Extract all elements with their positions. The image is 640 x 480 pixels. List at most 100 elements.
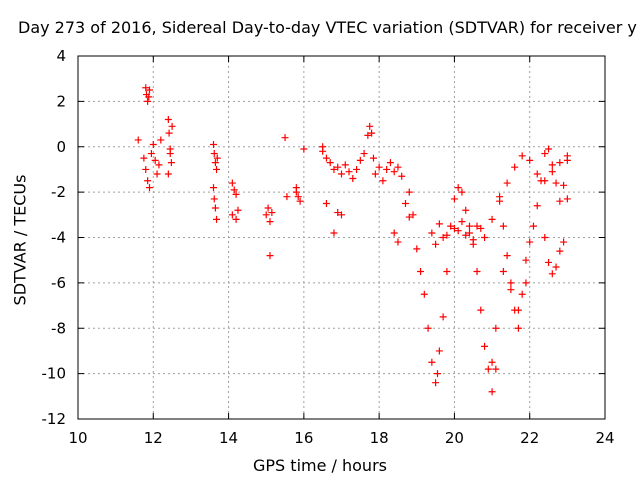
- y-tick-label: -10: [42, 365, 67, 383]
- data-point: [465, 229, 473, 237]
- data-point: [432, 240, 440, 248]
- data-point: [234, 206, 242, 214]
- data-point: [405, 213, 413, 221]
- x-tick-label: 10: [68, 429, 87, 447]
- data-point: [563, 195, 571, 203]
- data-point: [146, 86, 154, 94]
- data-point: [338, 211, 345, 219]
- data-point: [140, 154, 148, 162]
- data-point: [496, 193, 504, 201]
- data-point: [349, 175, 357, 183]
- data-point: [264, 204, 272, 212]
- data-point: [518, 290, 526, 298]
- data-point: [507, 286, 515, 294]
- data-point: [560, 181, 568, 189]
- data-point: [213, 215, 221, 223]
- data-point: [529, 222, 537, 230]
- data-point: [360, 150, 368, 158]
- data-point: [511, 163, 519, 171]
- data-point: [522, 279, 530, 287]
- data-point: [371, 170, 379, 178]
- y-tick-label: -4: [51, 229, 66, 247]
- data-point: [481, 342, 489, 350]
- data-point: [153, 170, 161, 178]
- data-point: [428, 358, 436, 366]
- data-point: [144, 177, 152, 185]
- data-point: [230, 186, 238, 194]
- data-point: [443, 231, 451, 239]
- data-point: [334, 163, 342, 171]
- y-tick-label: 4: [56, 47, 66, 65]
- data-point: [492, 324, 500, 332]
- data-point: [556, 247, 564, 255]
- data-point: [424, 324, 432, 332]
- data-point: [552, 179, 560, 187]
- data-point: [548, 270, 556, 278]
- data-point: [266, 252, 274, 260]
- y-tick-label: -2: [51, 183, 66, 201]
- data-point: [420, 290, 428, 298]
- series-early-cluster: [134, 84, 176, 192]
- series-band-16-19: [319, 122, 413, 246]
- data-point: [488, 215, 496, 223]
- y-tick-label: -12: [42, 410, 67, 428]
- data-point: [149, 140, 157, 148]
- data-point: [447, 222, 455, 230]
- data-point: [330, 229, 338, 237]
- x-axis-label: GPS time / hours: [253, 456, 387, 475]
- data-point: [211, 204, 219, 212]
- data-point: [462, 231, 470, 239]
- data-point: [232, 190, 240, 198]
- data-point: [518, 152, 526, 160]
- data-point: [507, 279, 515, 287]
- x-tick-label: 14: [219, 429, 238, 447]
- data-point: [417, 268, 425, 276]
- data-point: [556, 197, 564, 205]
- data-point: [545, 258, 553, 266]
- data-point: [499, 268, 507, 276]
- data-point: [443, 268, 451, 276]
- data-point: [439, 313, 447, 321]
- data-point: [514, 324, 522, 332]
- data-point: [142, 84, 150, 92]
- data-point: [166, 150, 174, 158]
- data-point: [533, 202, 541, 210]
- data-point: [283, 193, 291, 201]
- x-tick-label: 22: [520, 429, 539, 447]
- data-point: [369, 154, 377, 162]
- data-point: [563, 156, 571, 164]
- data-point: [409, 211, 417, 219]
- data-point: [294, 193, 302, 201]
- data-point: [458, 218, 466, 226]
- data-point: [168, 122, 176, 130]
- data-point: [503, 252, 511, 260]
- data-point: [364, 131, 372, 139]
- data-point: [213, 154, 221, 162]
- data-point: [488, 388, 496, 396]
- data-point: [210, 195, 218, 203]
- data-point: [165, 129, 173, 137]
- data-point: [398, 172, 406, 180]
- data-point: [228, 179, 236, 187]
- data-point: [211, 159, 219, 167]
- data-point: [556, 159, 564, 167]
- data-point: [268, 209, 276, 217]
- data-point: [368, 129, 376, 137]
- data-point: [330, 165, 338, 173]
- data-point: [151, 156, 159, 164]
- data-point: [213, 165, 221, 173]
- data-point: [526, 238, 534, 246]
- data-point: [379, 177, 387, 185]
- x-tick-label: 12: [144, 429, 163, 447]
- data-point: [266, 218, 274, 226]
- x-tick-label: 20: [445, 429, 464, 447]
- data-point: [210, 140, 218, 148]
- chart-title: Day 273 of 2016, Sidereal Day-to-day VTE…: [18, 18, 637, 37]
- data-point: [537, 177, 545, 185]
- data-point: [458, 188, 466, 196]
- data-point: [356, 156, 364, 164]
- series-late-22-23: [488, 145, 571, 396]
- grid: [78, 56, 605, 419]
- y-tick-label: 2: [56, 92, 66, 110]
